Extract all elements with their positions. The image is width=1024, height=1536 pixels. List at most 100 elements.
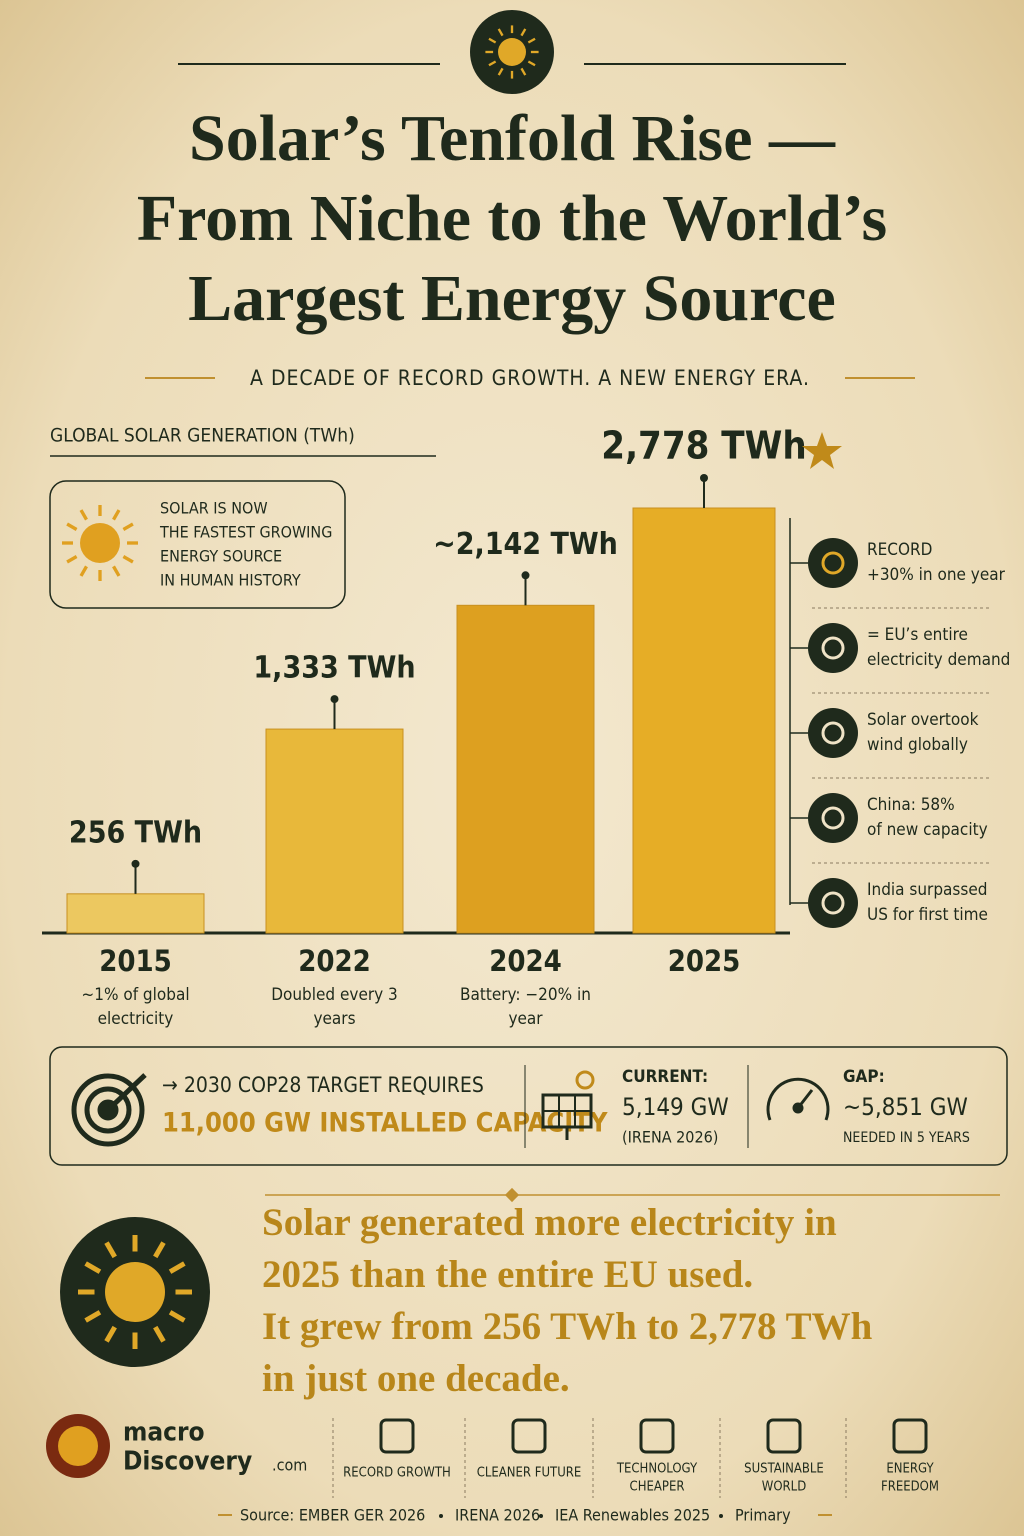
footer-icon [766,1418,802,1454]
fact-icon [808,708,858,758]
logo-text: macro [123,1418,205,1448]
sun-core [498,38,526,66]
footer-icon [379,1418,415,1454]
target-value: 11,000 GW INSTALLED CAPACITY [162,1108,608,1139]
logo-mark [58,1426,98,1466]
sun-ray [104,1241,117,1259]
sun-ray [66,555,78,564]
fact-text: of new capacity [867,820,988,840]
fact-text: = EU’s entire [867,625,968,645]
callout-text: ENERGY SOURCE [160,547,282,566]
category-note: ~1% of global electricity [81,985,190,1029]
statement: 2025 than the entire EU used. [262,1253,753,1296]
footer-label: RECORD GROWTH [343,1466,451,1481]
fact-icon-inner [821,636,845,660]
target-icon [71,1073,147,1147]
value-label: 256 TWh [69,815,202,850]
chart-title: GLOBAL SOLAR GENERATION (TWh) [50,425,355,447]
footer-label: WORLD [762,1480,806,1495]
footer-label: CLEANER FUTURE [477,1466,582,1481]
sun-ray [153,1325,166,1343]
sun-ray [79,565,88,577]
fact-text: RECORD [867,540,932,560]
sun-ray [497,28,504,37]
sun-ray [527,60,536,67]
sun-ray [104,1325,117,1343]
footer-label: TECHNOLOGY [616,1462,698,1477]
dot [719,1514,723,1518]
sun-core [105,1262,165,1322]
bar [456,604,595,934]
fact-text: electricity demand [867,650,1010,670]
sun-ray [79,509,88,521]
footer-icon [892,1418,928,1454]
target-box [49,1046,1008,1166]
leader-dot [330,695,339,704]
bar [265,728,404,934]
sun-ray [520,67,527,76]
callout-text: THE FASTEST GROWING [159,523,332,542]
sun-ray [488,37,497,44]
leader-dot [131,859,140,868]
x-tick-label: 2024 [489,944,562,978]
star [802,432,842,469]
bar [632,507,776,934]
source: Primary [735,1506,791,1525]
source: Source: EMBER GER 2026 [240,1506,425,1525]
gap-label: GAP: [843,1067,885,1087]
dot [539,1514,543,1518]
fact-icon-inner [821,721,845,745]
sun-ray [84,1261,102,1274]
target-text: → 2030 COP28 TARGET REQUIRES [162,1073,484,1097]
gauge-icon [766,1077,830,1121]
fact-text: wind globally [867,735,968,755]
source: IRENA 2026 [455,1506,540,1525]
title: From Niche to the World’s [137,182,887,255]
sun-ray [112,565,121,577]
category-note: Doubled every 3 years [271,985,398,1029]
fact-text: China: 58% [867,795,955,815]
footer-label: CHEAPER [630,1480,685,1495]
value-label: ~2,142 TWh [433,527,618,562]
gap-value: ~5,851 GW [843,1093,968,1121]
fact-icon-inner [821,806,845,830]
current-source: (IRENA 2026) [622,1128,718,1147]
fact-text: India surpassed [867,880,988,900]
sun-ray [122,555,134,564]
fact-icon [808,793,858,843]
logo-text: Discovery [123,1447,252,1477]
leader-dot [521,571,530,580]
sun-ray [153,1241,166,1259]
callout-text: IN HUMAN HISTORY [160,571,301,590]
sun-ray [520,28,527,37]
value-label: 1,333 TWh [253,651,415,686]
footer-label: SUSTAINABLE [744,1462,824,1477]
footer-label: FREEDOM [881,1480,939,1495]
subtitle: A DECADE OF RECORD GROWTH. A NEW ENERGY … [250,366,810,390]
panel-icon [541,1070,595,1140]
sun-ray [168,1261,186,1274]
x-tick-label: 2015 [99,944,172,978]
title: Largest Energy Source [188,262,836,335]
current-label: CURRENT: [622,1067,708,1087]
callout-box [49,480,346,609]
gap-note: NEEDED IN 5 YEARS [843,1130,970,1146]
sun-ray [84,1310,102,1323]
footer-icon [639,1418,675,1454]
fact-icon-inner [821,551,845,575]
sun-ray [497,67,504,76]
value-label: 2,778 TWh [601,424,806,468]
statement: in just one decade. [262,1357,570,1400]
diamond [504,1187,520,1203]
sun-ray [122,522,134,531]
sun-core [80,523,120,563]
title: Solar’s Tenfold Rise — [189,102,836,175]
dot [439,1514,443,1518]
callout-text: SOLAR IS NOW [160,499,268,518]
sun-ray [112,509,121,521]
bar [66,893,205,934]
footer-label: ENERGY [886,1462,934,1477]
fact-text: Solar overtook [867,710,979,730]
